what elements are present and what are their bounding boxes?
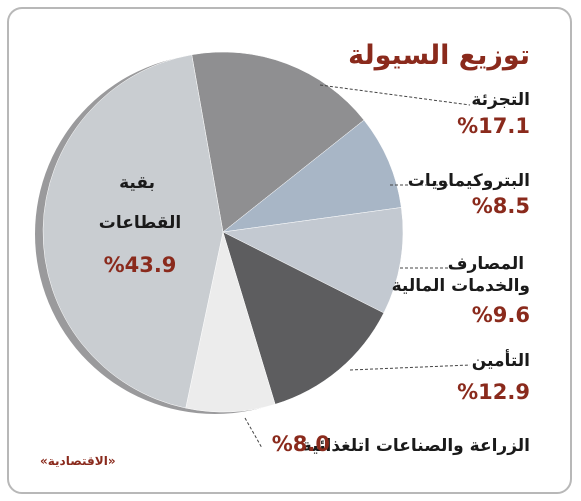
slice-label: البتروكيماويات: [408, 171, 530, 191]
slice: [191, 51, 365, 233]
value-label: %9.6: [472, 303, 530, 327]
pie: [42, 51, 404, 413]
slice-label: المصارف والخدمات المالية: [392, 254, 530, 296]
slice: [222, 119, 402, 233]
chart-title: توزيع السيولة: [348, 40, 530, 71]
value-label: %12.9: [457, 380, 530, 404]
source: «الاقتصادية»: [40, 454, 116, 468]
slice: [185, 231, 276, 413]
slice-label: الزراعة والصناعات اتلغذائية: [302, 436, 530, 456]
leader-lines: [244, 84, 471, 449]
leader-line: [319, 84, 471, 106]
value-label: %17.1: [457, 114, 530, 138]
slice: [42, 54, 224, 409]
slice-label: بقية القطاعات: [99, 173, 181, 233]
slice-label: التجزئة: [471, 90, 530, 110]
leader-line: [244, 417, 263, 449]
value-label: %8.5: [472, 194, 530, 218]
value-label: %8.0: [272, 432, 330, 456]
leader-line: [349, 364, 471, 371]
slice-label: التأمين: [472, 349, 530, 371]
value-label: %43.9: [104, 253, 177, 277]
slice: [222, 231, 385, 405]
slice: [222, 207, 404, 314]
